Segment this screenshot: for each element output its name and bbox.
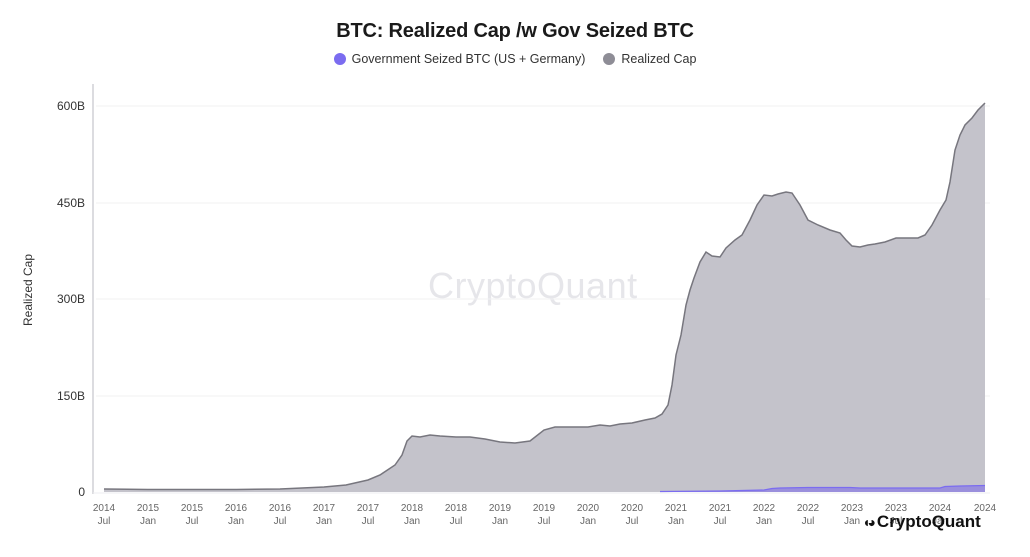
y-tick-150b: 150B [56, 389, 85, 403]
x-tick: 2014 Jul [92, 503, 116, 527]
x-tick: 2020 Jan [576, 503, 600, 527]
legend-item-realized-cap[interactable]: Realized Cap [603, 52, 696, 66]
x-tick: 2015 Jan [136, 503, 160, 527]
x-tick: 2017 Jan [312, 503, 336, 527]
chart-title: BTC: Realized Cap /w Gov Seized BTC [336, 20, 694, 42]
x-tick: 2021 Jul [708, 503, 732, 527]
x-tick: 2018 Jan [400, 503, 424, 527]
x-tick: 2022 Jul [796, 503, 820, 527]
y-tick-0: 0 [78, 485, 85, 499]
legend-item-gov-seized[interactable]: Government Seized BTC (US + Germany) [333, 52, 586, 66]
y-tick-450b: 450B [56, 196, 85, 210]
x-tick: 2016 Jan [224, 503, 248, 527]
x-tick: 2020 Jul [620, 503, 644, 527]
x-tick: 2024 Jan [928, 503, 952, 527]
x-tick: 2022 Jan [752, 503, 776, 527]
legend-dot-realized-cap-icon [603, 53, 616, 65]
x-tick: 2023 Jan [840, 503, 864, 527]
y-tick-600b: 600B [56, 99, 85, 113]
y-tick-300b: 300B [56, 292, 85, 306]
x-tick: 2021 Jan [664, 503, 688, 527]
brand-text: CryptoQuant [876, 512, 981, 531]
x-tick: 2015 Jul [180, 503, 204, 527]
x-tick: 2019 Jan [488, 503, 512, 527]
gov-seized-area [660, 485, 985, 492]
x-tick: 2019 Jul [532, 503, 556, 527]
x-tick: 2016 Jul [268, 503, 292, 527]
legend-dot-gov-seized-icon [333, 53, 346, 65]
x-tick: 2017 Jul [356, 503, 380, 527]
x-tick: 2023 Jul [884, 503, 908, 527]
cryptoquant-logo-icon: ◖◕ [862, 514, 876, 530]
legend: Government Seized BTC (US + Germany) Rea… [0, 52, 1030, 66]
x-tick: 2018 Jul [444, 503, 468, 527]
gov-seized-line [659, 484, 986, 493]
realized-cap-area [104, 103, 985, 492]
legend-label-gov-seized: Government Seized BTC (US + Germany) [351, 52, 586, 66]
legend-label-realized-cap: Realized Cap [621, 52, 697, 66]
x-tick: 2024 [973, 503, 997, 514]
realized-cap-line [103, 102, 986, 491]
brand-logo: ◖◕ CryptoQuant [862, 512, 981, 532]
